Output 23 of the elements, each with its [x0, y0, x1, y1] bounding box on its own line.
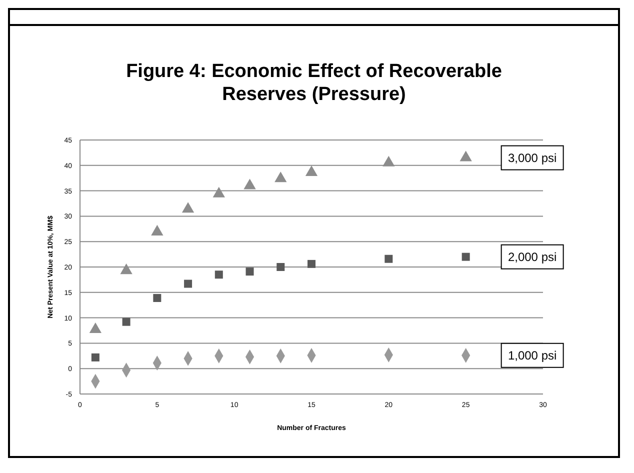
point [462, 252, 470, 261]
point [122, 318, 130, 326]
point [382, 156, 395, 166]
point [460, 150, 472, 162]
point [153, 294, 162, 302]
point [120, 264, 132, 274]
point [244, 178, 256, 190]
point [276, 263, 285, 271]
point [384, 254, 393, 263]
text: 2,000 psi [508, 250, 557, 264]
text: 3,000 psi [508, 150, 557, 165]
point [182, 202, 194, 213]
point [274, 172, 287, 182]
point [151, 224, 164, 236]
point [91, 353, 100, 362]
point [246, 268, 254, 276]
point [212, 186, 225, 198]
point [214, 270, 223, 279]
text: 1,000 psi [508, 348, 557, 362]
point [308, 260, 316, 268]
chart-title: Figure 4: Economic Effect of Recoverable Reserves (Pressure) [125, 60, 503, 106]
point [305, 165, 318, 176]
point [184, 280, 192, 288]
